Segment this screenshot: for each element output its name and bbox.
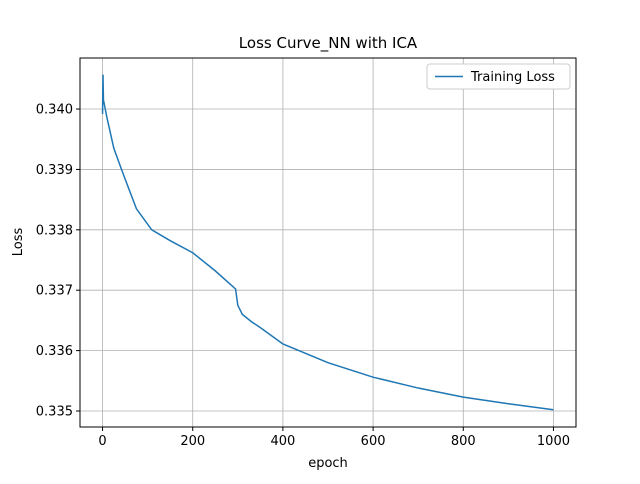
chart-title: Loss Curve_NN with ICA <box>239 34 418 53</box>
line <box>101 74 554 411</box>
y-tick-label: 0.339 <box>36 163 73 178</box>
y-axis-label: Loss <box>11 228 26 257</box>
legend-label: Training Loss <box>470 70 555 85</box>
y-tick-label: 0.340 <box>36 103 73 118</box>
plot-frame <box>79 57 577 428</box>
x-tick-label: 800 <box>451 434 476 449</box>
y-tick-label: 0.336 <box>36 344 73 359</box>
x-tick-label: 600 <box>361 434 386 449</box>
x-tick-label: 400 <box>270 434 295 449</box>
x-axis-label: epoch <box>308 456 348 471</box>
legend-box <box>426 63 571 90</box>
y-tick-label: 0.335 <box>36 404 73 419</box>
y-tick-label: 0.338 <box>36 223 73 238</box>
x-tick-label: 0 <box>98 434 106 449</box>
y-tick-label: 0.337 <box>36 284 73 299</box>
x-tick-label: 200 <box>180 434 205 449</box>
x-tick-label: 1000 <box>537 434 570 449</box>
